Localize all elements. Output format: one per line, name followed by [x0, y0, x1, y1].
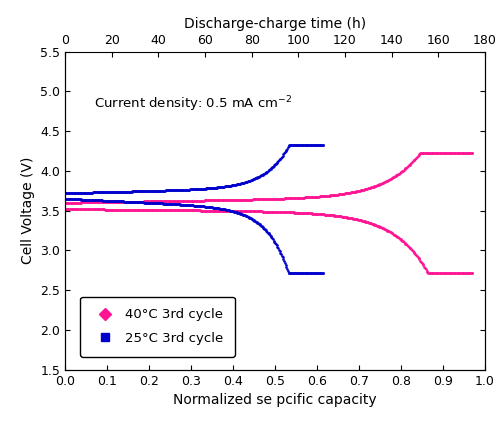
- X-axis label: Normalized se pcific capacity: Normalized se pcific capacity: [173, 393, 377, 407]
- Y-axis label: Cell Voltage (V): Cell Voltage (V): [20, 157, 34, 264]
- Legend: 40°C 3rd cycle, 25°C 3rd cycle: 40°C 3rd cycle, 25°C 3rd cycle: [80, 297, 235, 357]
- Text: Current density: 0.5 mA cm$^{-2}$: Current density: 0.5 mA cm$^{-2}$: [94, 94, 292, 114]
- X-axis label: Discharge-charge time (h): Discharge-charge time (h): [184, 17, 366, 31]
